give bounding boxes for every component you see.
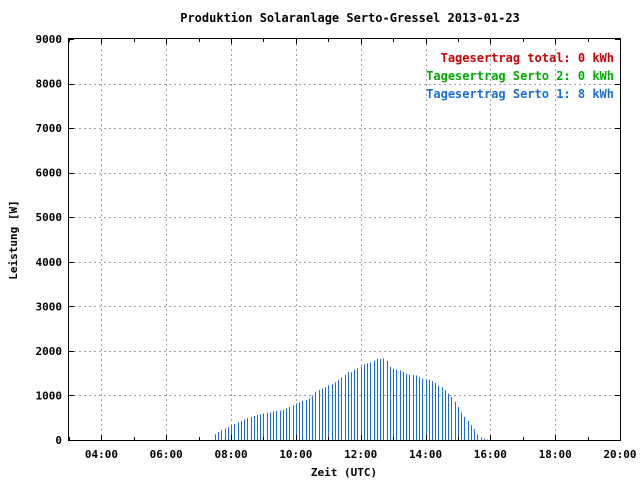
x-tick-label: 04:00 bbox=[85, 448, 118, 461]
legend-entry: Tagesertrag total: 0 kWh bbox=[441, 51, 614, 65]
y-tick-label: 6000 bbox=[36, 167, 63, 180]
y-tick-label: 4000 bbox=[36, 256, 63, 269]
y-axis-label: Leistung [W] bbox=[7, 200, 20, 279]
y-tick-label: 5000 bbox=[36, 211, 63, 224]
chart-title: Produktion Solaranlage Serto-Gressel 201… bbox=[180, 11, 520, 25]
x-tick-label: 14:00 bbox=[409, 448, 442, 461]
y-tick-labels: 0 1000 2000 3000 4000 5000 6000 7000 8000 9000 bbox=[36, 33, 63, 447]
y-tick-label: 8000 bbox=[36, 78, 63, 91]
y-tick-label: 9000 bbox=[36, 33, 63, 46]
y-tick-label: 7000 bbox=[36, 122, 63, 135]
legend-entry: Tagesertrag Serto 2: 0 kWh bbox=[426, 69, 614, 83]
grid-lines bbox=[69, 39, 620, 440]
x-tick-label: 16:00 bbox=[474, 448, 507, 461]
y-tick-label: 2000 bbox=[36, 345, 63, 358]
y-tick-label: 3000 bbox=[36, 300, 63, 313]
x-tick-label: 08:00 bbox=[214, 448, 247, 461]
x-tick-label: 10:00 bbox=[279, 448, 312, 461]
legend: Tagesertrag total: 0 kWh Tagesertrag Sert… bbox=[426, 51, 614, 101]
x-tick-label: 18:00 bbox=[539, 448, 572, 461]
data-bars bbox=[215, 358, 488, 440]
x-tick-label: 12:00 bbox=[344, 448, 377, 461]
y-tick-label: 1000 bbox=[36, 389, 63, 402]
axis-ticks bbox=[69, 39, 621, 441]
x-axis-label: Zeit (UTC) bbox=[311, 466, 377, 479]
plot-frame bbox=[68, 38, 621, 441]
legend-entry: Tagesertrag Serto 1: 8 kWh bbox=[426, 87, 614, 101]
x-tick-labels: 04:00 06:00 08:00 10:00 12:00 14:00 16:00 18:00… bbox=[85, 448, 637, 461]
y-tick-label: 0 bbox=[55, 434, 62, 447]
x-tick-label: 06:00 bbox=[150, 448, 183, 461]
x-tick-label: 20:00 bbox=[603, 448, 636, 461]
